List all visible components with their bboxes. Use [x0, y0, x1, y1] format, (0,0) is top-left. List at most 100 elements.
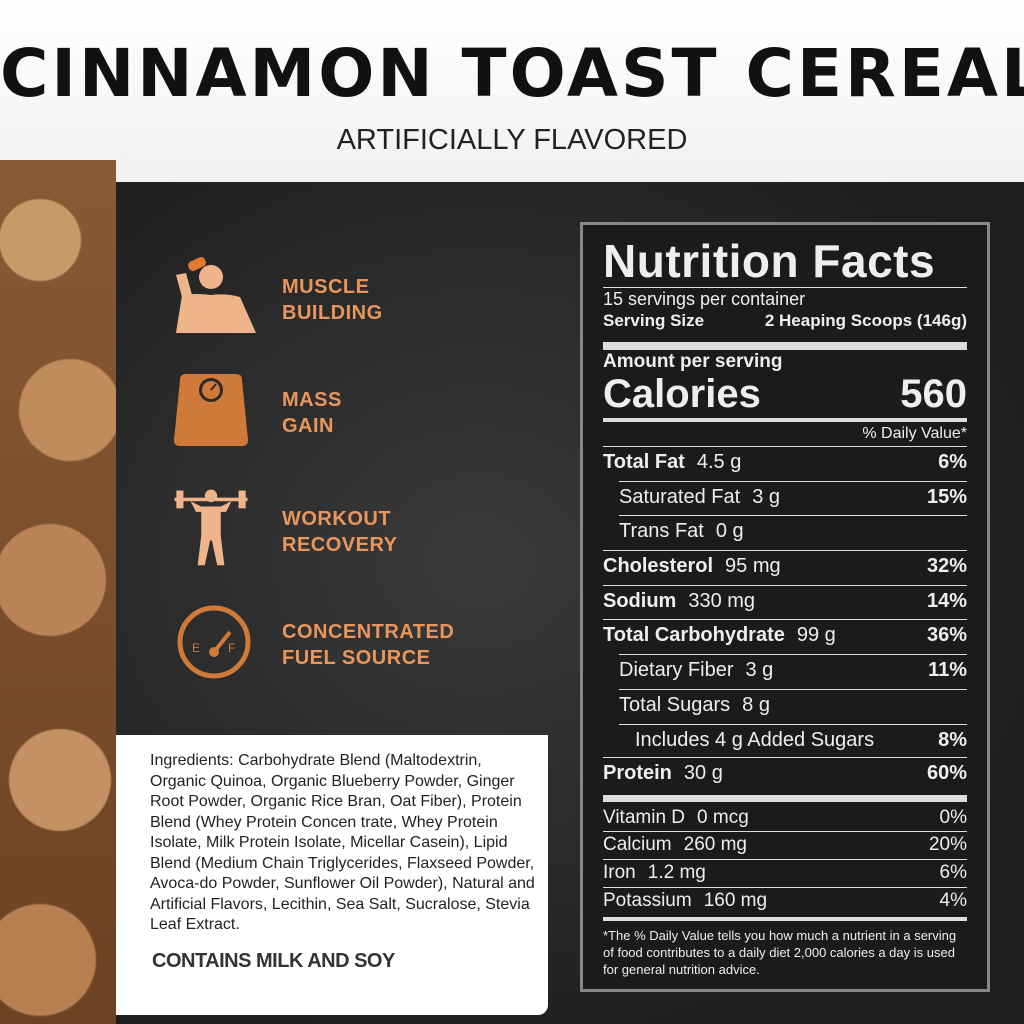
nutrient-daily-value: 6%	[938, 451, 967, 473]
calories-value: 560	[900, 372, 967, 416]
ingredients-text: Ingredients: Carbohydrate Blend (Maltode…	[150, 751, 540, 936]
nutrient-name-amount: Sodium 330 mg	[603, 590, 755, 613]
nutrient-row: Total Fat 4.5 g 6%	[603, 451, 967, 474]
nutrient-daily-value: 11%	[928, 659, 967, 681]
nutrient-name-amount: Protein 30 g	[603, 762, 723, 785]
nutrient-amount: 330 mg	[688, 590, 756, 612]
mineral-name-amount: Vitamin D 0 mcg	[603, 807, 749, 829]
nutrient-row: Saturated Fat 3 g 15%	[603, 486, 967, 509]
nutrition-title: Nutrition Facts	[603, 235, 936, 287]
cereal-image	[0, 160, 116, 1024]
nutrient-amount: 4.5 g	[696, 451, 742, 473]
nutrient-amount: 0 g	[715, 520, 744, 542]
product-title: CINNAMON TOAST CEREAL	[0, 35, 1024, 112]
mineral-name-amount: Iron 1.2 mg	[603, 862, 706, 884]
nutrient-name-amount: Includes 4 g Added Sugars	[635, 729, 886, 752]
nutrient-amount: 99 g	[796, 624, 836, 646]
nutrient-amount: 3 g	[745, 659, 774, 681]
feature-mass-gain: MASS GAIN	[166, 368, 486, 458]
daily-value-label: % Daily Value*	[862, 425, 967, 442]
divider	[619, 689, 967, 690]
serving-size-row: Serving Size 2 Heaping Scoops (146g)	[603, 311, 967, 331]
mineral-row: Calcium 260 mg 20%	[603, 834, 967, 856]
nutrient-name-amount: Total Sugars 8 g	[619, 694, 770, 717]
nutrient-name: Sodium	[603, 590, 677, 612]
divider	[603, 550, 967, 551]
calories-label: Calories	[603, 372, 761, 416]
nutrient-name: Saturated Fat	[619, 486, 741, 508]
divider	[603, 446, 967, 447]
mineral-amount: 260 mg	[683, 834, 747, 855]
mineral-row: Potassium 160 mg 4%	[603, 890, 967, 912]
mineral-name-amount: Calcium 260 mg	[603, 834, 747, 856]
svg-text:E: E	[192, 641, 200, 655]
nutrient-daily-value: 60%	[926, 762, 967, 784]
nutrient-name-amount: Dietary Fiber 3 g	[619, 659, 773, 682]
mineral-amount: 1.2 mg	[647, 862, 706, 883]
mineral-name: Vitamin D	[603, 807, 686, 828]
mineral-daily-value: 4%	[939, 890, 967, 911]
nutrient-row: Total Sugars 8 g	[603, 694, 967, 717]
nutrient-name: Trans Fat	[619, 520, 704, 542]
divider	[603, 585, 967, 586]
nutrient-row: Total Carbohydrate 99 g 36%	[603, 624, 967, 647]
nutrient-row: Sodium 330 mg 14%	[603, 590, 967, 613]
divider	[619, 654, 967, 655]
scale-icon	[174, 374, 248, 446]
mineral-daily-value: 6%	[939, 862, 967, 883]
serving-size-value: 2 Heaping Scoops (146g)	[764, 311, 967, 330]
mineral-name-amount: Potassium 160 mg	[603, 890, 767, 912]
nutrient-name-amount: Total Carbohydrate 99 g	[603, 624, 836, 647]
nutrient-amount: 3 g	[752, 486, 780, 508]
mineral-row: Iron 1.2 mg 6%	[603, 862, 967, 884]
drinking-man-icon	[176, 256, 256, 333]
nutrient-daily-value: 32%	[926, 555, 967, 577]
nutrient-name: Dietary Fiber	[619, 659, 734, 681]
allergen-statement: CONTAINS MILK AND SOY	[152, 949, 395, 972]
nutrient-name-amount: Cholesterol 95 mg	[603, 555, 781, 578]
ingredients-box: Ingredients: Carbohydrate Blend (Maltode…	[116, 735, 548, 1015]
mineral-daily-value: 0%	[939, 807, 967, 828]
amount-per-serving: Amount per serving	[603, 351, 783, 372]
nutrition-facts-panel: Nutrition Facts 15 servings per containe…	[580, 222, 990, 992]
nutrient-row: Protein 30 g 60%	[603, 762, 967, 785]
header: CINNAMON TOAST CEREAL ARTIFICIALLY FLAVO…	[0, 0, 1024, 182]
product-subtitle: ARTIFICIALLY FLAVORED	[336, 124, 688, 156]
nutrient-daily-value: 15%	[926, 486, 967, 508]
mineral-amount: 0 mcg	[697, 807, 749, 828]
feature-label: MASS GAIN	[282, 389, 342, 437]
nutrient-name: Cholesterol	[603, 555, 714, 577]
feature-muscle-building: MUSCLE BUILDING	[166, 255, 486, 345]
divider	[603, 619, 967, 620]
mineral-row: Vitamin D 0 mcg 0%	[603, 807, 967, 829]
servings-per-container: 15 servings per container	[603, 289, 806, 309]
divider	[603, 859, 967, 860]
ingredients-list: Carbohydrate Blend (Maltodextrin, Organi…	[150, 752, 535, 933]
daily-value-header: % Daily Value*	[603, 425, 967, 443]
divider	[619, 481, 967, 482]
serving-size-label: Serving Size	[603, 311, 705, 330]
daily-value-footnote: *The % Daily Value tells you how much a …	[603, 928, 957, 977]
calories-row: Calories 560	[603, 373, 967, 415]
divider	[619, 724, 967, 725]
nutrient-name-amount: Trans Fat 0 g	[619, 520, 744, 543]
divider	[619, 515, 967, 516]
nutrient-name: Total Fat	[603, 451, 685, 473]
nutrient-daily-value: 8%	[938, 729, 967, 751]
nutrient-row: Trans Fat 0 g	[603, 520, 967, 543]
nutrient-amount: 8 g	[742, 694, 770, 716]
nutrient-row: Includes 4 g Added Sugars 8%	[603, 729, 967, 752]
nutrient-daily-value: 36%	[926, 624, 967, 646]
divider	[603, 831, 967, 832]
nutrient-row: Dietary Fiber 3 g 11%	[603, 659, 967, 682]
nutrient-amount: 95 mg	[725, 555, 781, 577]
weightlifter-icon	[174, 489, 248, 566]
nutrient-name-amount: Total Fat 4.5 g	[603, 451, 741, 474]
feature-label: WORKOUT RECOVERY	[282, 508, 398, 556]
nutrient-name: Total Sugars	[619, 694, 731, 716]
nutrient-name: Includes 4 g Added Sugars	[635, 729, 875, 751]
feature-label: CONCENTRATED FUEL SOURCE	[282, 621, 455, 669]
ingredients-label: Ingredients:	[150, 752, 234, 769]
